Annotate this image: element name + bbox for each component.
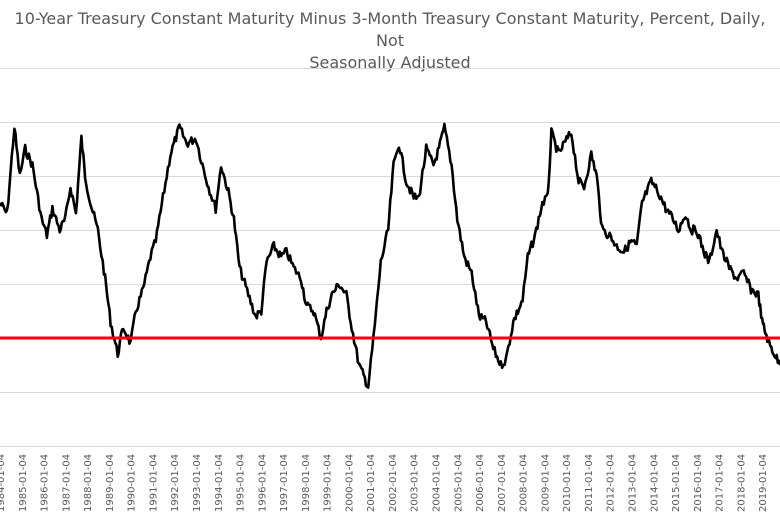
x-tick-label: 2007-01-04	[497, 454, 508, 512]
x-tick-label: 1990-01-04	[127, 454, 138, 512]
x-tick-label: 2017-01-04	[715, 454, 726, 512]
x-tick-label: 1994-01-04	[214, 454, 225, 512]
gridlines	[0, 68, 780, 447]
chart-title-line-2: Seasonally Adjusted	[309, 53, 471, 72]
x-tick-label: 1999-01-04	[323, 454, 334, 512]
x-tick-label: 1986-01-04	[40, 454, 51, 512]
x-tick-label: 1984-01-04	[0, 454, 7, 512]
x-tick-label: 2000-01-04	[344, 454, 355, 512]
x-tick-label: 1997-01-04	[279, 454, 290, 512]
x-tick-label: 2005-01-04	[453, 454, 464, 512]
x-tick-label: 2002-01-04	[388, 454, 399, 512]
x-tick-label: 1996-01-04	[257, 454, 268, 512]
x-tick-label: 2016-01-04	[693, 454, 704, 512]
x-tick-label: 2003-01-04	[410, 454, 421, 512]
x-tick-label: 1991-01-04	[148, 454, 159, 512]
x-tick-label: 2004-01-04	[432, 454, 443, 512]
x-tick-label: 1987-01-04	[61, 454, 72, 512]
series-line	[0, 122, 780, 389]
x-tick-label: 1998-01-04	[301, 454, 312, 512]
chart-title: 10-Year Treasury Constant Maturity Minus…	[0, 8, 780, 74]
x-tick-label: 1993-01-04	[192, 454, 203, 512]
x-tick-label: 2018-01-04	[736, 454, 747, 512]
x-axis-tick-labels: 1984-01-04 1985-01-04 1986-01-04 1987-01-04…	[0, 454, 769, 512]
x-tick-label: 1989-01-04	[105, 454, 116, 512]
x-tick-label: 2011-01-04	[584, 454, 595, 512]
x-tick-label: 2012-01-04	[606, 454, 617, 512]
x-tick-label: 2001-01-04	[366, 454, 377, 512]
x-tick-label: 1992-01-04	[170, 454, 181, 512]
x-tick-label: 2008-01-04	[519, 454, 530, 512]
chart-title-line-1: 10-Year Treasury Constant Maturity Minus…	[14, 9, 766, 50]
series-group	[0, 122, 780, 389]
x-tick-label: 2009-01-04	[540, 454, 551, 512]
x-tick-label: 1985-01-04	[18, 454, 29, 512]
x-tick-label: 2015-01-04	[671, 454, 682, 512]
x-tick-label: 2010-01-04	[562, 454, 573, 512]
x-tick-label: 2014-01-04	[649, 454, 660, 512]
x-tick-label: 1988-01-04	[83, 454, 94, 512]
x-tick-label: 2006-01-04	[475, 454, 486, 512]
x-tick-label: 2013-01-04	[628, 454, 639, 512]
x-tick-label: 2019-01-04	[758, 454, 769, 512]
x-tick-label: 1995-01-04	[236, 454, 247, 512]
